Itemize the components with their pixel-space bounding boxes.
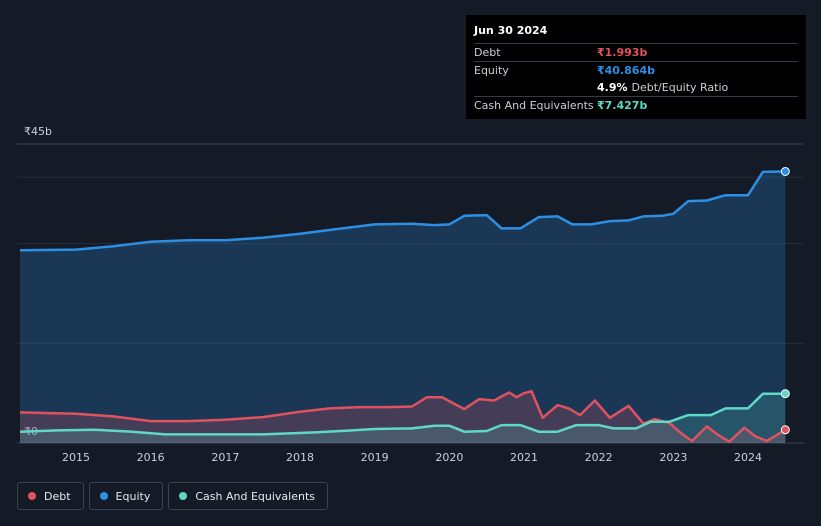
- legend-label-equity: Equity: [115, 489, 151, 503]
- equity-line: [19, 170, 786, 252]
- legend-label-cash: Cash And Equivalents: [195, 489, 315, 503]
- debt-area: [20, 391, 786, 443]
- x-tick-label: 2021: [510, 451, 538, 464]
- x-tick-label: 2018: [286, 451, 314, 464]
- equity-area: [20, 171, 786, 443]
- x-tick-label: 2019: [361, 451, 389, 464]
- tooltip-row-equity: Equity ₹40.864b: [474, 61, 798, 79]
- legend-label-debt: Debt: [44, 489, 71, 503]
- x-tick-label: 2024: [734, 451, 762, 464]
- equity-endpoint-marker: [780, 166, 790, 176]
- chart-legend: Debt Equity Cash And Equivalents: [17, 482, 328, 510]
- tooltip-equity-label: Equity: [474, 64, 509, 77]
- x-tick-label: 2015: [62, 451, 90, 464]
- debt-endpoint-marker: [780, 425, 790, 435]
- x-tick-label: 2020: [435, 451, 463, 464]
- tooltip-row-ratio: 4.9% Debt/Equity Ratio: [474, 79, 798, 96]
- x-tick-label: 2022: [585, 451, 613, 464]
- legend-item-equity[interactable]: Equity: [88, 482, 164, 510]
- legend-item-cash[interactable]: Cash And Equivalents: [168, 482, 328, 510]
- tooltip-panel: Jun 30 2024 Debt ₹1.993b Equity ₹40.864b…: [466, 15, 806, 119]
- cash-area: [20, 393, 786, 443]
- tooltip-cash-label: Cash And Equivalents: [474, 99, 594, 112]
- legend-dot-cash: [179, 492, 188, 500]
- x-tick-label: 2017: [211, 451, 239, 464]
- tooltip-debt-value: ₹1.993b: [597, 46, 648, 59]
- cash-endpoint-marker: [780, 389, 790, 399]
- legend-dot-equity: [99, 492, 108, 500]
- x-tick-label: 2023: [659, 451, 687, 464]
- tooltip-equity-value: ₹40.864b: [597, 64, 655, 77]
- tooltip-ratio-value: 4.9%: [597, 81, 628, 94]
- tooltip-date: Jun 30 2024: [474, 24, 548, 37]
- x-tick-label: 2016: [137, 451, 165, 464]
- debt-line: [19, 389, 786, 443]
- tooltip-row-cash: Cash And Equivalents ₹7.427b: [474, 96, 798, 114]
- legend-dot-debt: [28, 492, 36, 500]
- tooltip-cash-value: ₹7.427b: [597, 99, 648, 112]
- legend-item-debt[interactable]: Debt: [17, 482, 84, 510]
- tooltip-debt-label: Debt: [474, 46, 501, 59]
- tooltip-row-debt: Debt ₹1.993b: [474, 43, 798, 61]
- tooltip-ratio-label: Debt/Equity Ratio: [631, 81, 729, 94]
- cash-line: [19, 392, 786, 436]
- y-tick-label-top: ₹45b: [24, 125, 52, 138]
